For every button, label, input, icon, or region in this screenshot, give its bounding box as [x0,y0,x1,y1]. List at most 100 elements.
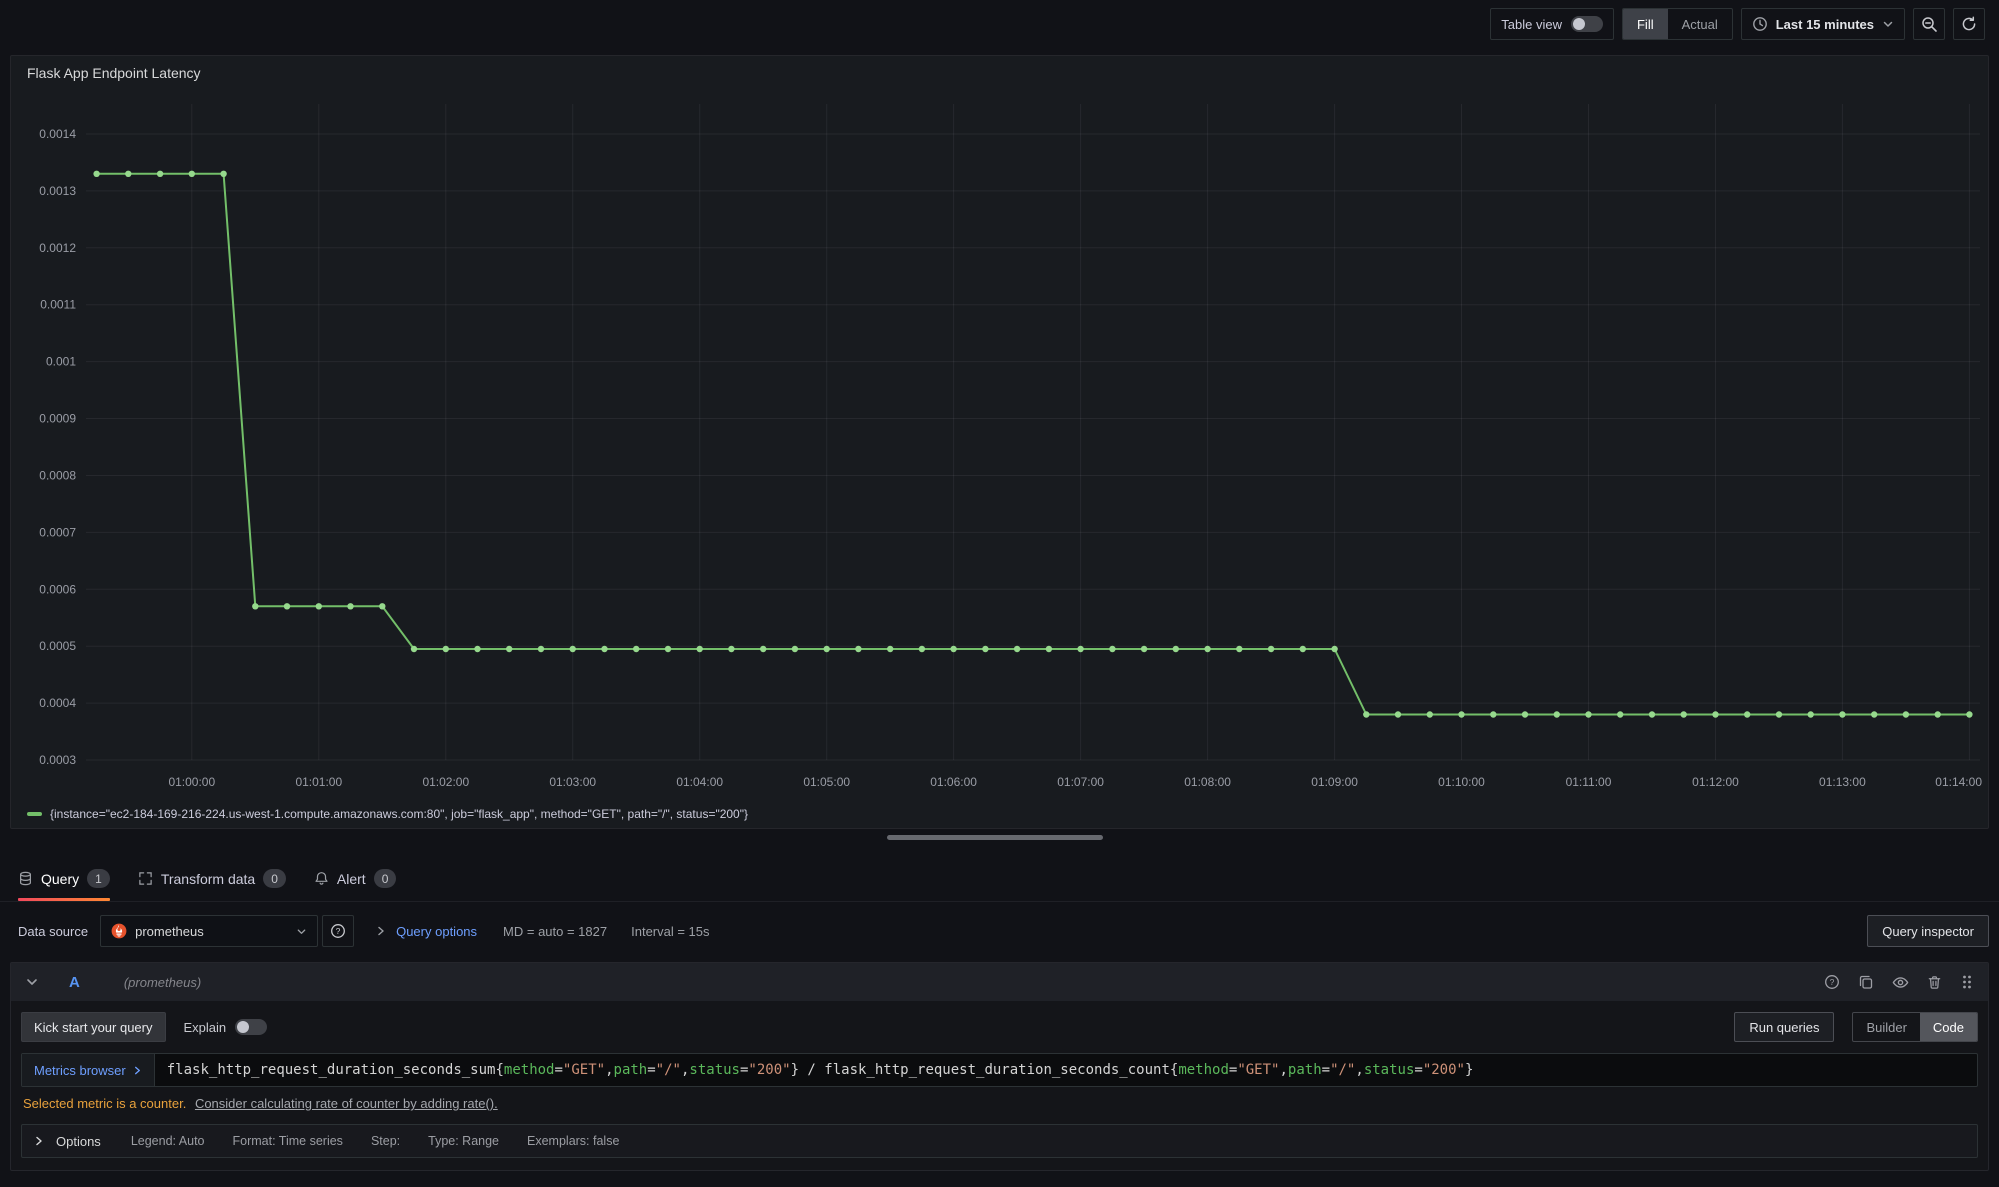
data-point [506,646,512,652]
query-row-header[interactable]: A (prometheus) ? [11,963,1988,1001]
chevron-down-icon [296,926,307,937]
eye-icon[interactable] [1892,974,1909,991]
datasource-value: prometheus [135,924,288,939]
promql-input[interactable]: flask_http_request_duration_seconds_sum{… [155,1054,1977,1086]
data-point [919,646,925,652]
builder-button[interactable]: Builder [1853,1013,1919,1041]
data-point [1490,711,1496,717]
y-tick-label: 0.0013 [39,184,76,198]
y-tick-label: 0.0009 [39,412,76,426]
explain-toggle-group: Explain [184,1019,268,1035]
data-point [1077,646,1083,652]
promql-token-label: path [614,1062,648,1078]
y-tick-label: 0.0011 [40,298,76,312]
query-options-collapsed[interactable]: Options Legend: Auto Format: Time series… [21,1124,1978,1158]
x-tick-label: 01:00:00 [168,775,215,789]
data-point [1744,711,1750,717]
promql-token-plain: = [1229,1062,1237,1078]
max-data-points-text: MD = auto = 1827 [503,924,607,939]
help-circle-icon[interactable]: ? [1824,974,1840,990]
switch-knob [1573,18,1585,30]
query-ref-id[interactable]: A [69,974,80,991]
chart-legend: {instance="ec2-184-169-216-224.us-west-1… [27,807,748,821]
y-tick-label: 0.0012 [39,241,76,255]
data-point [443,646,449,652]
panel-title[interactable]: Flask App Endpoint Latency [11,56,1988,90]
promql-editor: Metrics browser flask_http_request_durat… [21,1053,1978,1087]
series-color-dash [27,812,42,816]
promql-token-string: "/" [656,1062,681,1078]
y-tick-label: 0.001 [46,355,76,369]
promql-token-label: method [504,1062,555,1078]
chevron-right-icon [133,1066,142,1075]
datasource-picker[interactable]: prometheus [100,915,318,947]
data-point [1109,646,1115,652]
data-point [570,646,576,652]
query-inspector-button[interactable]: Query inspector [1867,915,1989,947]
promql-token-plain: = [740,1062,748,1078]
promql-token-string: "GET" [1237,1062,1279,1078]
datasource-help-button[interactable]: ? [322,915,354,947]
panel-resize-handle[interactable] [887,835,1103,840]
zoom-out-icon [1921,16,1938,33]
tab-transform-data[interactable]: Transform data 0 [138,856,286,901]
chevron-right-icon [376,926,386,936]
data-point [1173,646,1179,652]
promql-token-plain: } / flask_http_request_duration_seconds_… [791,1062,1179,1078]
data-point [1300,646,1306,652]
data-point [1966,711,1972,717]
data-point [347,603,353,609]
run-queries-button[interactable]: Run queries [1734,1012,1834,1042]
series-legend-label[interactable]: {instance="ec2-184-169-216-224.us-west-1… [50,807,748,821]
query-options-toggle[interactable]: Query options [376,924,477,939]
help-circle-icon: ? [330,923,346,939]
promql-token-string: "/" [1330,1062,1355,1078]
promql-token-plain: , [605,1062,613,1078]
table-view-label: Table view [1501,17,1562,32]
fill-button[interactable]: Fill [1623,9,1668,39]
data-point [633,646,639,652]
data-point [93,171,99,177]
kick-start-query-button[interactable]: Kick start your query [21,1012,166,1042]
time-range-picker[interactable]: Last 15 minutes [1741,8,1905,40]
data-point [157,171,163,177]
data-point [252,603,258,609]
promql-token-plain: } [1465,1062,1473,1078]
query-options-label: Query options [396,924,477,939]
x-tick-label: 01:04:00 [676,775,723,789]
query-editor-body: Kick start your query Explain Run querie… [11,1001,1988,1170]
data-point [1046,646,1052,652]
tab-alert[interactable]: Alert 0 [314,856,396,901]
y-tick-label: 0.0008 [39,469,76,483]
data-point [1458,711,1464,717]
data-point [284,603,290,609]
code-button[interactable]: Code [1920,1013,1977,1041]
timeseries-panel: Flask App Endpoint Latency 01:00:0001:01… [10,55,1989,829]
promql-token-plain: flask_http_request_duration_seconds_sum{ [167,1062,504,1078]
add-rate-link[interactable]: Consider calculating rate of counter by … [195,1096,498,1111]
actual-button[interactable]: Actual [1668,9,1732,39]
latency-chart[interactable]: 01:00:0001:01:0001:02:0001:03:0001:04:00… [11,90,1988,802]
refresh-button[interactable] [1953,8,1985,40]
trash-icon[interactable] [1927,975,1942,990]
tab-query[interactable]: Query 1 [18,856,110,901]
copy-icon[interactable] [1858,974,1874,990]
fill-actual-segmented: Fill Actual [1622,8,1733,40]
tab-query-count: 1 [87,869,110,888]
refresh-icon [1961,16,1977,32]
zoom-out-button[interactable] [1913,8,1945,40]
explain-label: Explain [184,1020,227,1035]
data-point [538,646,544,652]
data-point [824,646,830,652]
drag-handle-icon[interactable] [1960,974,1974,990]
y-tick-label: 0.0003 [39,753,76,767]
data-point [1649,711,1655,717]
latency-series-line [97,174,1970,715]
editor-tabs: Query 1 Transform data 0 Alert 0 [0,856,1999,902]
prometheus-icon [111,923,127,939]
transform-icon [138,871,153,886]
chevron-down-icon[interactable] [25,975,39,989]
table-view-switch[interactable] [1571,16,1603,32]
explain-switch[interactable] [235,1019,267,1035]
metrics-browser-toggle[interactable]: Metrics browser [22,1054,155,1086]
